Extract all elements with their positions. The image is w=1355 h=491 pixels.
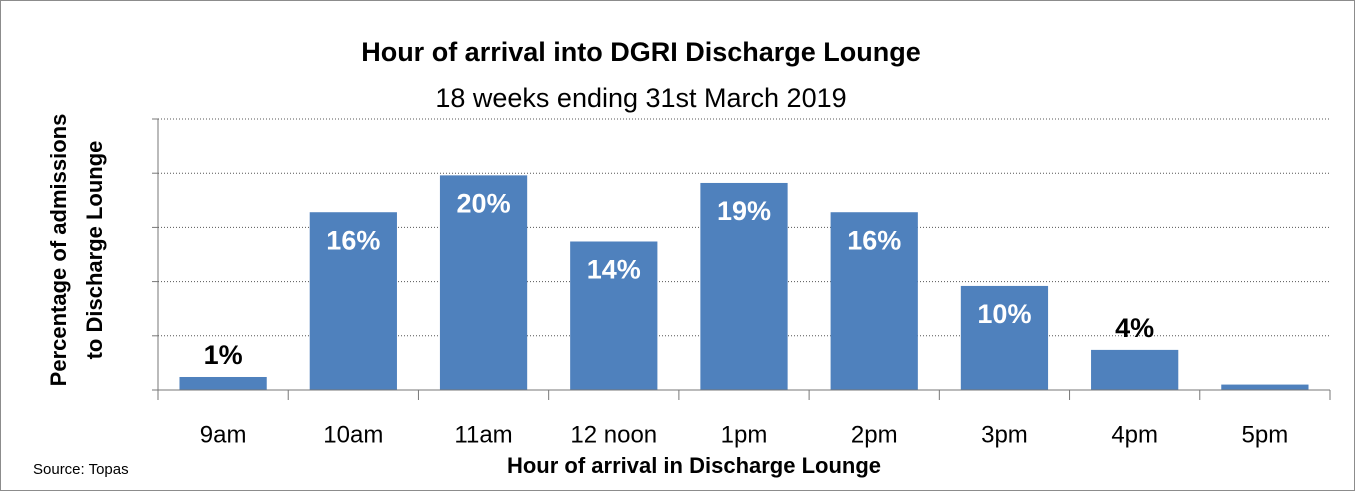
data-label: 10% xyxy=(977,299,1031,329)
x-tick-label: 5pm xyxy=(1242,421,1289,448)
source-note: Source: Topas xyxy=(33,461,129,478)
data-label: 1% xyxy=(204,340,243,370)
data-label: 16% xyxy=(847,225,901,255)
x-tick-label: 4pm xyxy=(1111,421,1158,448)
x-tick-label: 1pm xyxy=(721,421,768,448)
data-label: 14% xyxy=(587,255,641,285)
data-label: 4% xyxy=(1115,313,1154,343)
x-tick-label: 3pm xyxy=(981,421,1028,448)
x-tick-label: 10am xyxy=(323,421,383,448)
data-label: 16% xyxy=(326,225,380,255)
bar xyxy=(1091,349,1179,390)
y-axis-label: to Discharge Lounge xyxy=(82,141,107,360)
x-tick-label: 9am xyxy=(200,421,247,448)
bar xyxy=(439,175,528,390)
bar xyxy=(1221,384,1309,390)
bar xyxy=(309,212,397,390)
x-tick-label: 12 noon xyxy=(570,421,657,448)
data-label: 20% xyxy=(457,188,511,218)
bar xyxy=(700,182,788,390)
bar xyxy=(830,212,918,390)
bar xyxy=(179,376,267,390)
chart-subtitle: 18 weeks ending 31st March 2019 xyxy=(435,83,846,113)
chart-title: Hour of arrival into DGRI Discharge Loun… xyxy=(361,37,921,67)
y-axis-label: Percentage of admissions xyxy=(46,114,71,387)
x-tick-label: 11am xyxy=(454,421,512,448)
bar xyxy=(960,285,1049,390)
x-axis-label: Hour of arrival in Discharge Lounge xyxy=(507,453,881,478)
x-tick-label: 2pm xyxy=(851,421,898,448)
data-label: 19% xyxy=(717,196,771,226)
bar xyxy=(570,241,658,390)
